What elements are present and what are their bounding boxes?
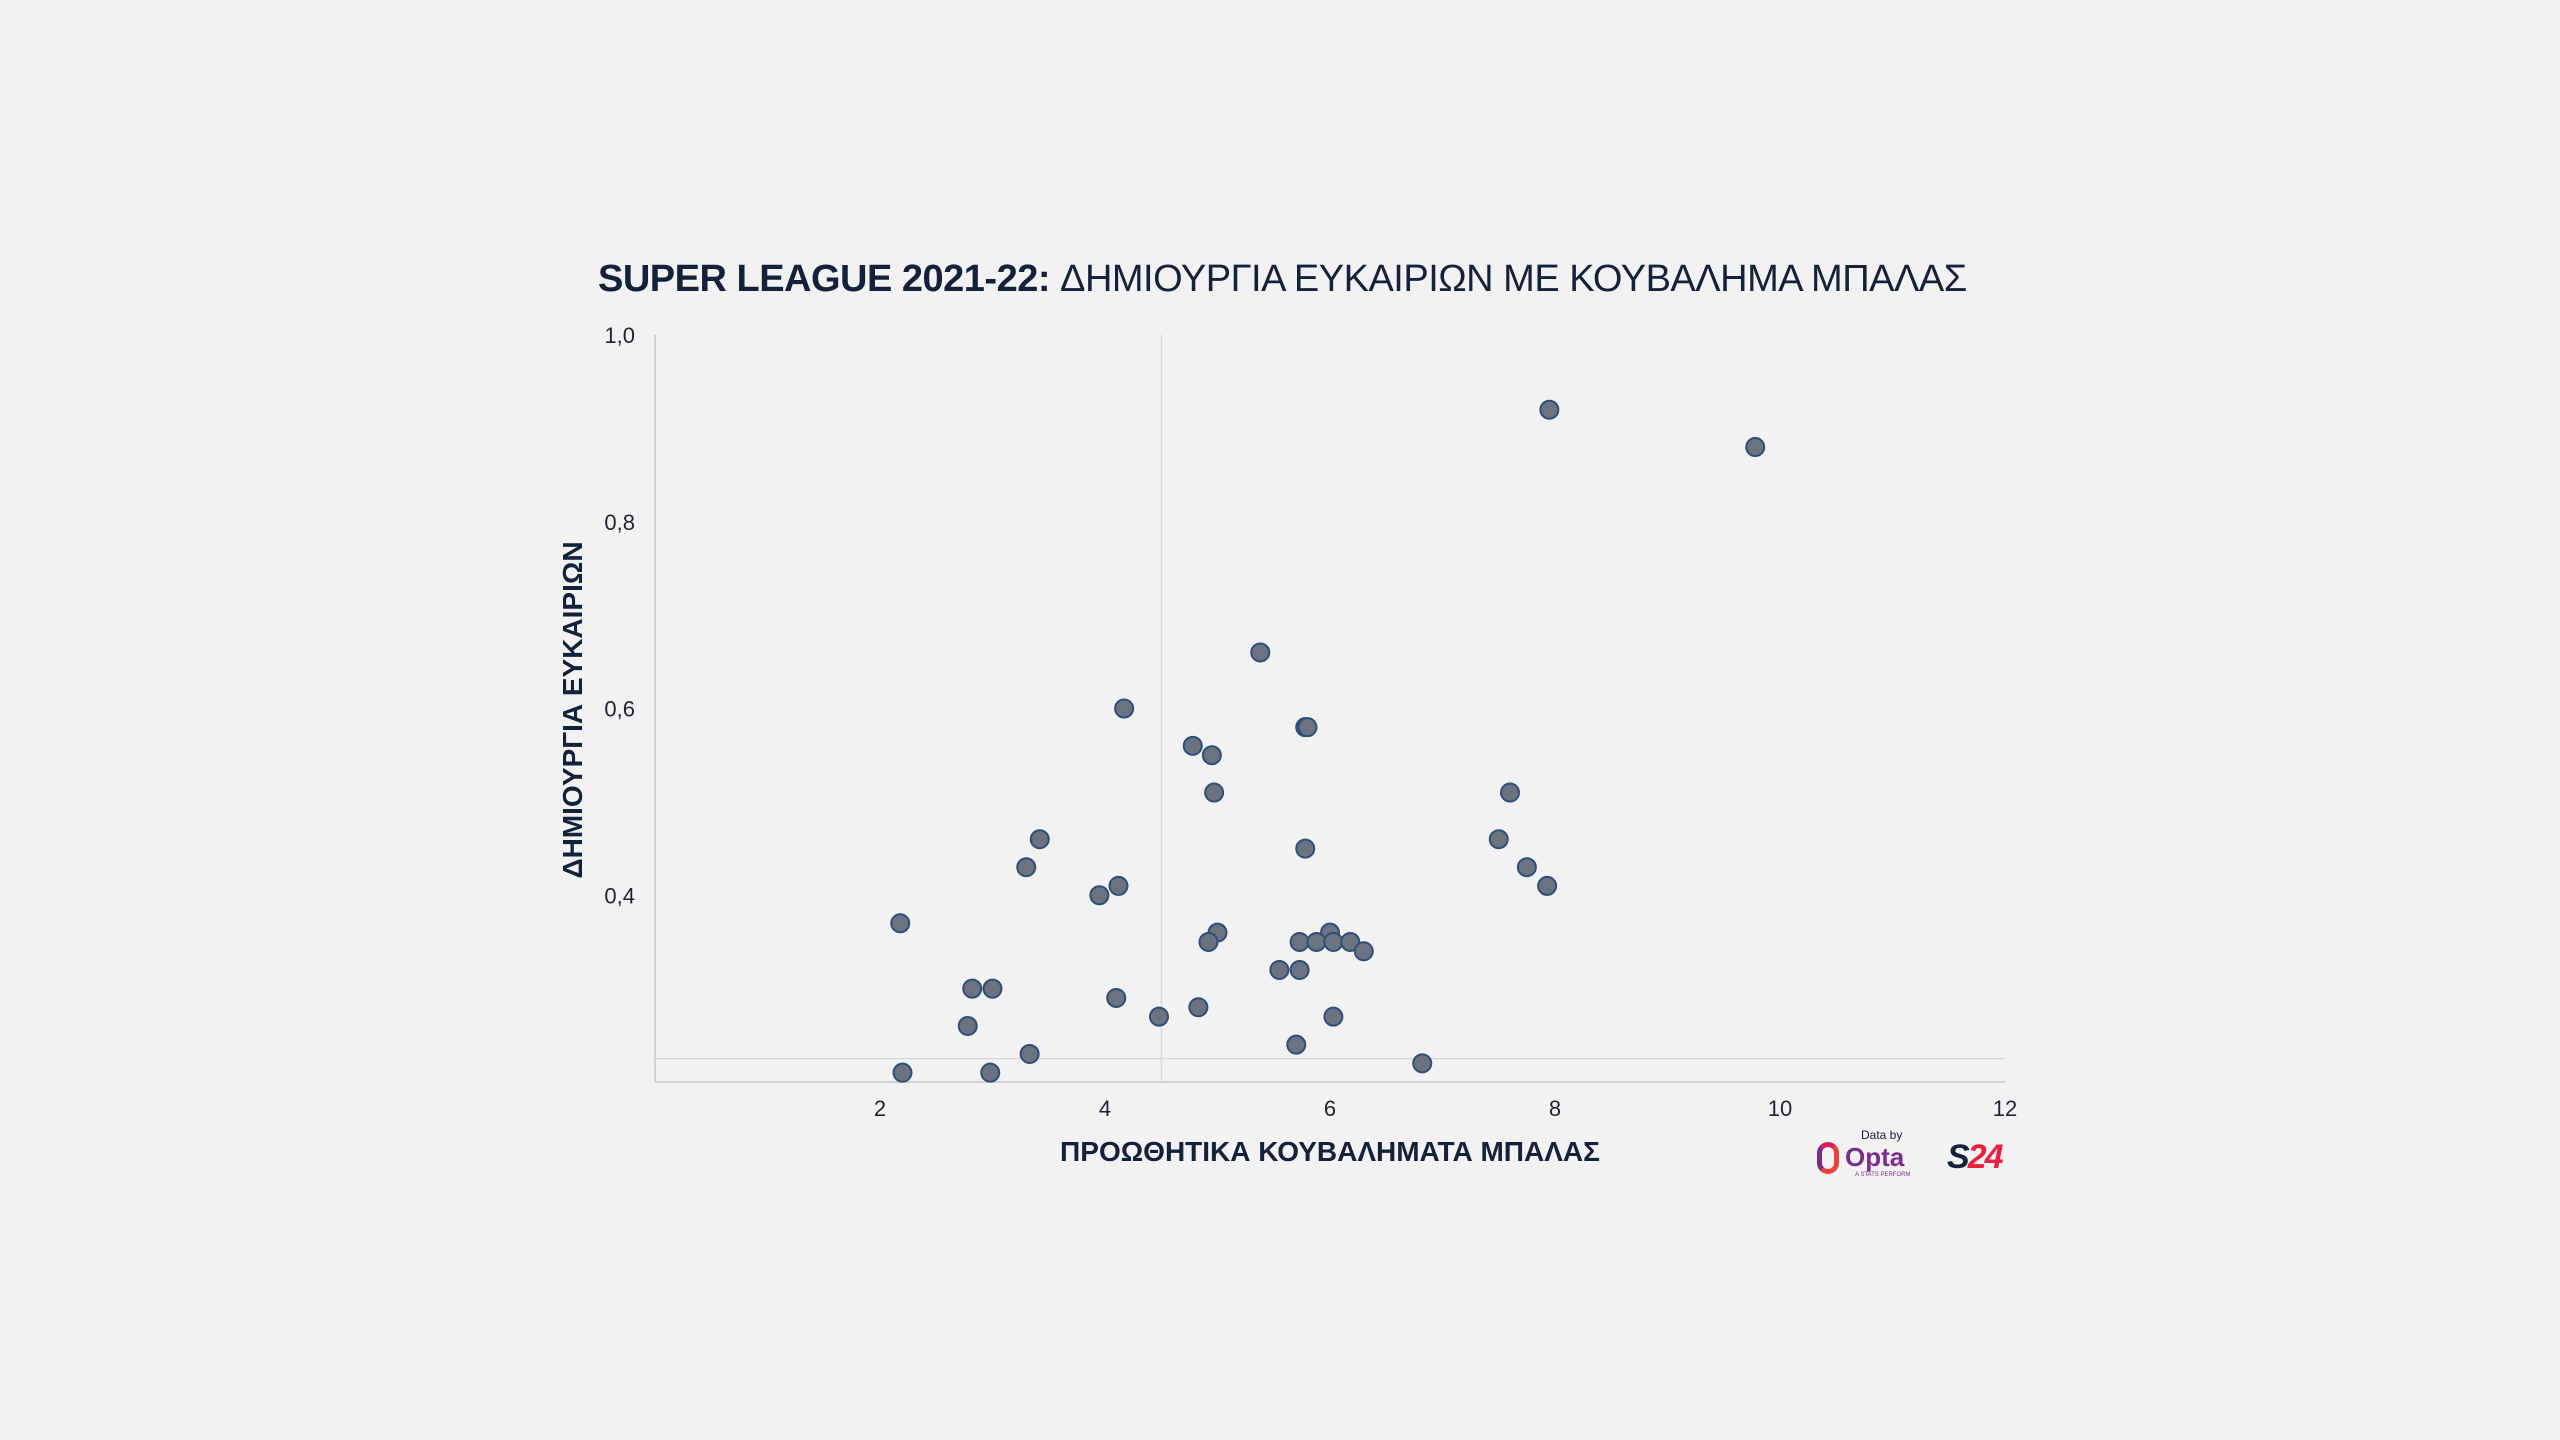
scatter-point	[1412, 1053, 1433, 1074]
opta-mark-icon	[1817, 1142, 1839, 1174]
opta-logo: Opta A STATS PERFORM	[1815, 1140, 1927, 1180]
scatter-point	[1029, 829, 1050, 850]
scatter-point	[980, 1062, 1001, 1083]
x-tick-label: 12	[1993, 1096, 2017, 1121]
axes	[654, 335, 2005, 1083]
scatter-point	[1297, 717, 1318, 738]
scatter-point	[1353, 941, 1374, 962]
scatter-point	[1204, 782, 1225, 803]
scatter-point	[1323, 931, 1344, 952]
scatter-point	[957, 1015, 978, 1036]
s24-logo-number: 24	[1967, 1138, 2004, 1176]
x-tick-label: 8	[1549, 1096, 1561, 1121]
data-provider-logos: Data by Opta A STATS PERFORM S24	[1815, 1128, 2025, 1178]
scatter-point	[1016, 857, 1037, 878]
scatter-point	[1106, 987, 1127, 1008]
scatter-point	[1201, 745, 1222, 766]
scatter-point	[1488, 829, 1509, 850]
scatter-point	[1089, 885, 1110, 906]
scatter-point	[1182, 735, 1203, 756]
s24-logo: S24	[1947, 1138, 2004, 1177]
scatter-point	[890, 913, 911, 934]
scatter-point	[982, 978, 1003, 999]
scatter-point	[1289, 959, 1310, 980]
y-tick-label: 0,8	[604, 510, 635, 535]
opta-logo-subtext: A STATS PERFORM	[1855, 1172, 1911, 1178]
scatter-point	[892, 1062, 913, 1083]
y-tick-label: 0,4	[604, 883, 635, 908]
y-tick-label: 1,0	[604, 323, 635, 348]
x-tick-label: 2	[874, 1096, 886, 1121]
scatter-point	[1295, 838, 1316, 859]
scatter-point	[1250, 642, 1271, 663]
y-tick-labels: 0,4 0,6 0,8 1,0	[604, 323, 635, 908]
scatter-point	[1114, 698, 1135, 719]
chart-title: SUPER LEAGUE 2021-22: ΔΗΜΙΟΥΡΓΙΑ ΕΥΚΑΙΡΙ…	[598, 258, 1998, 301]
scatter-point	[1323, 1006, 1344, 1027]
x-tick-label: 6	[1324, 1096, 1336, 1121]
y-tick-label: 0,6	[604, 697, 635, 722]
chart-title-rest: ΔΗΜΙΟΥΡΓΙΑ ΕΥΚΑΙΡΙΩΝ ΜΕ ΚΟΥΒΑΛΗΜΑ ΜΠΑΛΑΣ	[1050, 258, 1967, 300]
scatter-point	[1539, 399, 1560, 420]
scatter-point	[1269, 959, 1290, 980]
y-axis-title: ΔΗΜΙΟΥΡΓΙΑ ΕΥΚΑΙΡΙΩΝ	[557, 541, 588, 878]
s24-logo-s: S	[1947, 1138, 1970, 1176]
scatter-point	[1745, 437, 1766, 458]
scatter-point	[1198, 931, 1219, 952]
scatter-point	[1286, 1034, 1307, 1055]
scatter-point	[1289, 931, 1310, 952]
scatter-point	[1306, 931, 1327, 952]
scatter-point	[1537, 875, 1558, 896]
x-tick-label: 10	[1768, 1096, 1792, 1121]
scatter-point	[1149, 1006, 1169, 1027]
scatter-point	[1019, 1043, 1040, 1064]
scatter-point	[1500, 782, 1520, 803]
opta-logo-text: Opta	[1845, 1142, 1905, 1172]
scatter-point	[1188, 997, 1209, 1018]
scatter-point	[1108, 875, 1129, 896]
data-by-label: Data by	[1861, 1128, 1903, 1142]
data-points	[890, 399, 1766, 1083]
scatter-point	[1340, 931, 1361, 952]
x-tick-labels: 2 4 6 8 10 12	[874, 1096, 2017, 1121]
x-axis-title: ΠΡΟΩΘΗΤΙΚΑ ΚΟΥΒΑΛΗΜΑΤΑ ΜΠΑΛΑΣ	[1060, 1136, 1600, 1167]
scatter-point	[962, 978, 983, 999]
chart-title-bold: SUPER LEAGUE 2021-22:	[598, 258, 1051, 300]
scatter-point	[1516, 857, 1537, 878]
x-tick-label: 4	[1099, 1096, 1111, 1121]
reference-lines	[655, 335, 2005, 1082]
